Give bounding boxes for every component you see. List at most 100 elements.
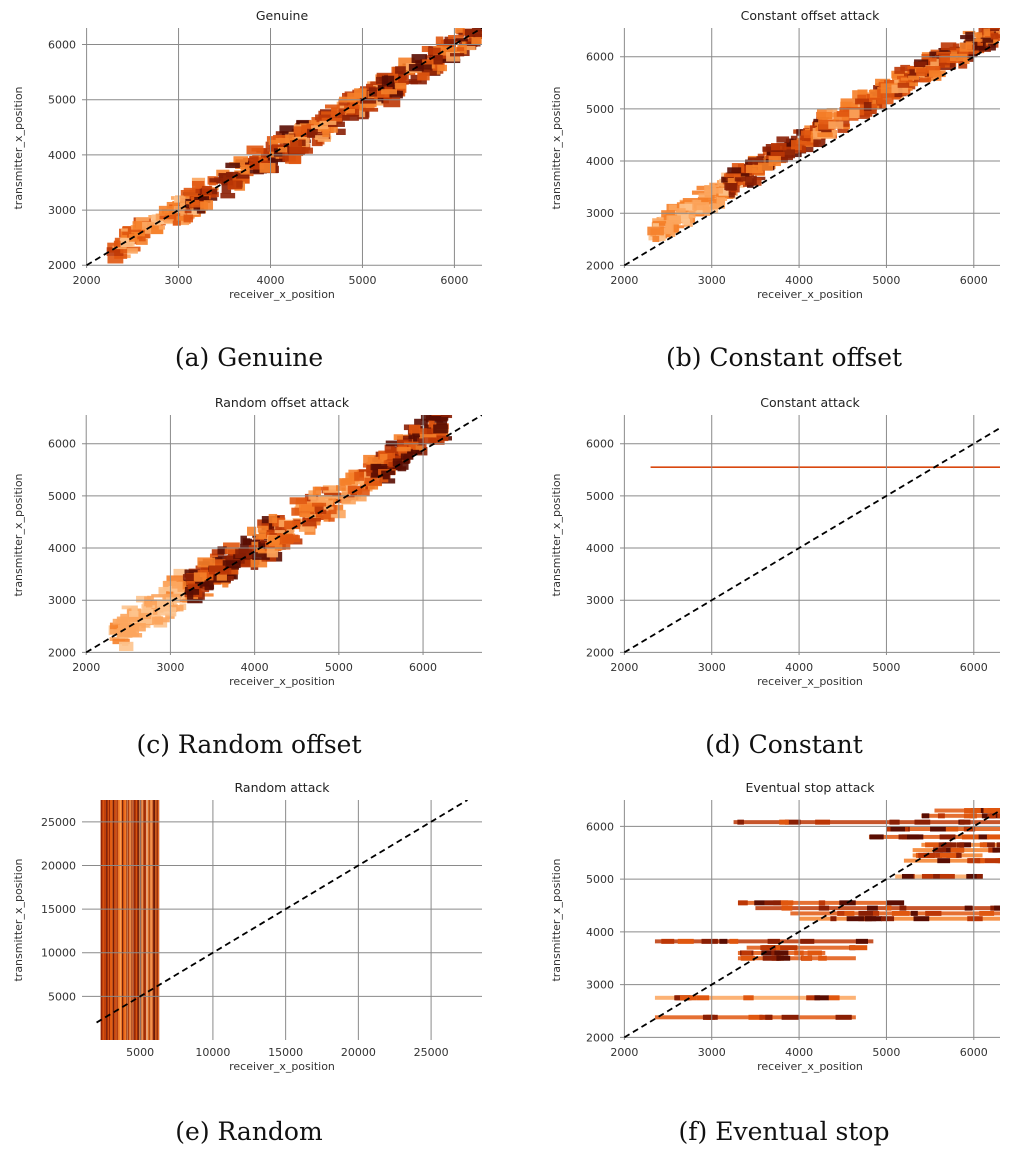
stop-streak-hotspot xyxy=(935,852,943,858)
density-cell xyxy=(184,586,200,595)
density-cell xyxy=(446,51,460,62)
density-cell xyxy=(322,129,330,138)
density-cell xyxy=(191,196,199,206)
stop-streak-hotspot xyxy=(762,955,780,961)
caption-c: (c) Random offset xyxy=(136,730,362,759)
density-cell xyxy=(200,564,212,571)
density-cell xyxy=(284,521,301,530)
density-cell xyxy=(876,96,894,105)
density-cell xyxy=(770,151,785,157)
stop-streak-hotspot xyxy=(776,955,791,961)
caption-f: (f) Eventual stop xyxy=(678,1117,890,1146)
density-cell xyxy=(375,98,385,106)
density-cell xyxy=(894,66,905,74)
density-cell xyxy=(367,81,385,90)
density-cell xyxy=(836,110,854,117)
density-cell xyxy=(718,187,732,196)
density-cell xyxy=(112,638,130,645)
stop-streak-hotspot xyxy=(729,938,739,944)
density-cell xyxy=(367,456,386,466)
density-cell xyxy=(398,65,415,75)
density-cell xyxy=(120,237,135,248)
stop-streak xyxy=(746,945,856,950)
stop-streak-hotspot xyxy=(765,1014,773,1020)
density-cell xyxy=(818,119,836,130)
density-cell xyxy=(382,474,390,480)
density-cell xyxy=(214,559,226,568)
density-cell xyxy=(135,238,148,245)
density-cell xyxy=(252,552,270,560)
stop-streak-hotspot xyxy=(858,910,874,916)
stop-streak-hotspot xyxy=(800,938,815,944)
density-cell xyxy=(444,398,452,403)
density-cell xyxy=(665,223,674,233)
y-tick-label: 5000 xyxy=(48,990,76,1003)
density-cell xyxy=(221,180,234,186)
density-cell xyxy=(965,40,973,50)
stop-streak-hotspot xyxy=(987,813,996,819)
density-cell xyxy=(695,200,713,204)
stop-streak-hotspot xyxy=(910,910,918,916)
stop-streak-hotspot xyxy=(891,910,910,916)
y-axis-label: transmitter_x_position xyxy=(550,86,563,209)
stop-streak-hotspot xyxy=(969,813,978,819)
density-cell xyxy=(120,248,128,254)
y-tick-label: 5000 xyxy=(586,103,614,116)
density-cell xyxy=(233,156,249,163)
chart-panel-5: Random attack 5000 10000 15000 20000 25000 500… xyxy=(12,780,482,1073)
density-cell xyxy=(266,136,279,142)
density-cell xyxy=(436,420,448,425)
density-cell xyxy=(345,472,360,482)
stop-streak-hotspot xyxy=(997,813,1000,819)
density-cell xyxy=(652,223,659,228)
density-cell xyxy=(909,82,919,87)
stop-streak-hotspot xyxy=(979,910,995,916)
y-tick-label: 5000 xyxy=(48,94,76,107)
stop-streak-hotspot xyxy=(741,950,752,956)
y-tick-label: 6000 xyxy=(48,438,76,451)
stop-streak-hotspot xyxy=(881,916,895,922)
x-tick-label: 25000 xyxy=(414,1046,449,1059)
stop-streak-hotspot xyxy=(967,916,983,922)
density-cell xyxy=(275,138,291,144)
density-cell xyxy=(414,418,428,426)
density-cell xyxy=(455,28,465,34)
y-tick-label: 4000 xyxy=(48,542,76,555)
stop-streak-hotspot xyxy=(986,834,1000,840)
density-cell xyxy=(320,111,337,115)
x-tick-label: 2000 xyxy=(72,661,100,674)
x-tick-label: 4000 xyxy=(785,1046,813,1059)
stop-streak-hotspot xyxy=(764,900,781,906)
density-cell xyxy=(127,628,140,637)
density-cell xyxy=(475,21,483,25)
density-cell xyxy=(790,135,798,142)
density-cell xyxy=(687,210,706,215)
x-tick-label: 3000 xyxy=(698,661,726,674)
density-cell xyxy=(169,604,184,612)
density-cell xyxy=(296,119,311,126)
x-tick-label: 5000 xyxy=(872,1046,900,1059)
density-cell xyxy=(260,540,271,544)
x-axis-label: receiver_x_position xyxy=(229,288,335,301)
density-cell xyxy=(330,509,346,519)
density-cell xyxy=(668,204,684,211)
stop-streak-hotspot xyxy=(818,900,826,906)
stop-streak-hotspot xyxy=(889,819,900,825)
x-tick-label: 5000 xyxy=(872,274,900,287)
y-tick-label: 2000 xyxy=(48,259,76,272)
density-cell xyxy=(740,173,750,177)
density-cell xyxy=(423,435,437,444)
density-cell xyxy=(311,125,329,130)
density-cell xyxy=(908,75,919,80)
density-cell xyxy=(935,54,942,63)
density-cell xyxy=(323,506,334,510)
stop-streak-hotspot xyxy=(994,905,1000,911)
density-cell xyxy=(913,61,927,67)
density-cell xyxy=(949,53,968,62)
stop-streak-hotspot xyxy=(701,938,718,944)
density-cell xyxy=(328,517,335,522)
density-cell xyxy=(324,492,341,496)
density-cell xyxy=(196,577,210,588)
density-cell xyxy=(473,28,482,29)
density-cell xyxy=(187,583,200,590)
